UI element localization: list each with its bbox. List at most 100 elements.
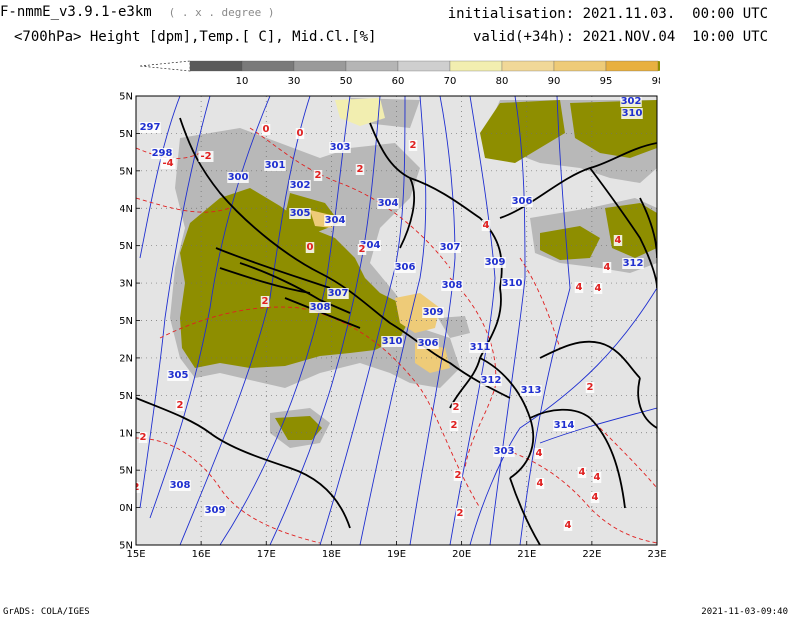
- height-label-bg: [381, 336, 403, 347]
- colorbar-high-arrow: [658, 61, 660, 71]
- height-contour-label: 308: [170, 480, 191, 491]
- temp-contour-label: 0: [307, 242, 314, 253]
- lat-tick-label: 42N: [120, 353, 133, 364]
- colorbar-level-label: 70: [444, 76, 457, 87]
- lon-tick-label: 17E: [257, 549, 276, 558]
- height-label-bg: [620, 96, 642, 107]
- temp-contour-label: 4: [579, 467, 586, 478]
- temp-label-bg: [136, 482, 141, 493]
- temp-label-bg: [602, 262, 612, 273]
- height-contour-label: 306: [395, 262, 416, 273]
- height-contour-label: 306: [418, 338, 439, 349]
- colorbar-low-arrow: [140, 60, 191, 72]
- height-contour-label: 304: [325, 215, 346, 226]
- height-contours: [139, 96, 657, 545]
- height-label-bg: [327, 288, 349, 299]
- temp-contour-label: 2: [177, 400, 184, 411]
- temp-label-bg: [592, 472, 602, 483]
- height-contour-label: 308: [442, 280, 463, 291]
- software-credit: GrADS: COLA/IGES: [3, 607, 90, 617]
- lat-tick-label: 39.5N: [120, 541, 133, 552]
- temp-contour-label: 2: [315, 170, 322, 181]
- temp-label-bg: [313, 170, 323, 181]
- temp-label-bg: [574, 282, 584, 293]
- temp-label-bg: [175, 400, 185, 411]
- height-label-bg: [167, 370, 189, 381]
- lat-tick-label: 44.5N: [120, 166, 133, 177]
- colorbar-level-label: 30: [288, 76, 301, 87]
- height-label-bg: [169, 480, 191, 491]
- temp-label-bg: [138, 432, 148, 443]
- temp-label-bg: [577, 467, 587, 478]
- temp-contour-label: 4: [576, 282, 583, 293]
- temp-contour-label: 2: [140, 432, 147, 443]
- weather-map: 297 298 300 301 302 303 304 304 304 305 305 306 306 3…: [120, 92, 667, 559]
- height-label-bg: [227, 172, 249, 183]
- height-contour-label: 308: [310, 302, 331, 313]
- height-contour-label: 304: [360, 240, 381, 251]
- temp-contour-label: 0: [297, 128, 304, 139]
- temp-label-bg: [613, 235, 623, 246]
- lat-tick-label: 45.5N: [120, 92, 133, 103]
- model-name: F-nmmE_v3.9.1-e3km: [0, 4, 152, 20]
- axis-labels: 45.5N 45N 44.5N 44N 43.5N 43N 42.5N 42N 41.5N 41N…: [120, 92, 667, 559]
- lat-tick-label: 40N: [120, 503, 133, 514]
- height-label-bg: [204, 505, 226, 516]
- lat-tick-label: 42.5N: [120, 316, 133, 327]
- height-contour-label: 313: [521, 385, 542, 396]
- lat-tick-label: 43.5N: [120, 241, 133, 252]
- temp-label-bg: [593, 283, 603, 294]
- height-contour-label: 297: [140, 122, 161, 133]
- temp-contour-label: 4: [536, 448, 543, 459]
- temp-contour-label: 4: [594, 472, 601, 483]
- temp-contour-label: 4: [537, 478, 544, 489]
- colorbar-swatch: [449, 60, 503, 72]
- height-label-bg: [309, 302, 331, 313]
- temp-contour-label: 2: [359, 244, 366, 255]
- lon-tick-label: 22E: [582, 549, 601, 558]
- height-contour-label: 307: [328, 288, 349, 299]
- temp-contour-label: -4: [162, 158, 173, 169]
- height-contour-label: 298: [152, 148, 173, 159]
- temp-label-bg: [534, 448, 544, 459]
- temp-label-bg: [357, 244, 367, 255]
- lon-tick-label: 18E: [322, 549, 341, 558]
- temp-label-bg: [198, 151, 214, 162]
- height-label-bg: [377, 198, 399, 209]
- temp-contour-label: 2: [410, 140, 417, 151]
- height-label-bg: [520, 385, 542, 396]
- height-contour-label: 307: [440, 242, 461, 253]
- height-contour-label: 309: [205, 505, 226, 516]
- lat-tick-label: 41N: [120, 428, 133, 439]
- colorbar-level-label: 60: [392, 76, 405, 87]
- height-contour-label: 309: [423, 307, 444, 318]
- colorbar-level-label: 95: [600, 76, 613, 87]
- height-label-bg: [441, 280, 463, 291]
- render-timestamp: 2021-11-03-09:40: [701, 607, 788, 617]
- height-contour-label: 303: [494, 446, 515, 457]
- temp-contour-label: 2: [133, 482, 140, 493]
- valid-value: 2021.NOV.04 10:00 UTC: [582, 29, 768, 45]
- height-label-bg: [417, 338, 439, 349]
- temp-contour-label: 2: [451, 420, 458, 431]
- temp-contour-label: 2: [453, 402, 460, 413]
- temp-label-bg: [295, 128, 305, 139]
- colorbar-swatch: [345, 60, 399, 72]
- grid-note: ( . x . degree ): [168, 6, 275, 19]
- height-label-bg: [511, 196, 533, 207]
- height-label-bg: [484, 257, 506, 268]
- temp-contour-label: 2: [262, 296, 269, 307]
- height-contour-label: 310: [382, 336, 403, 347]
- colorbar-swatch: [189, 60, 243, 72]
- cloud-layer-mid: [310, 210, 450, 373]
- temp-label-bg: [563, 520, 573, 531]
- colorbar-swatch: [553, 60, 607, 72]
- height-label-bg: [324, 215, 346, 226]
- temp-contour-label: 0: [263, 124, 270, 135]
- field-description: <700hPa> Height [dpm],Temp.[ C], Mid.Cl.…: [14, 29, 377, 45]
- temp-label-bg: [453, 470, 463, 481]
- lon-tick-label: 21E: [517, 549, 536, 558]
- lat-tick-label: 45N: [120, 129, 133, 140]
- lon-tick-label: 19E: [387, 549, 406, 558]
- temp-label-bg: [160, 158, 176, 169]
